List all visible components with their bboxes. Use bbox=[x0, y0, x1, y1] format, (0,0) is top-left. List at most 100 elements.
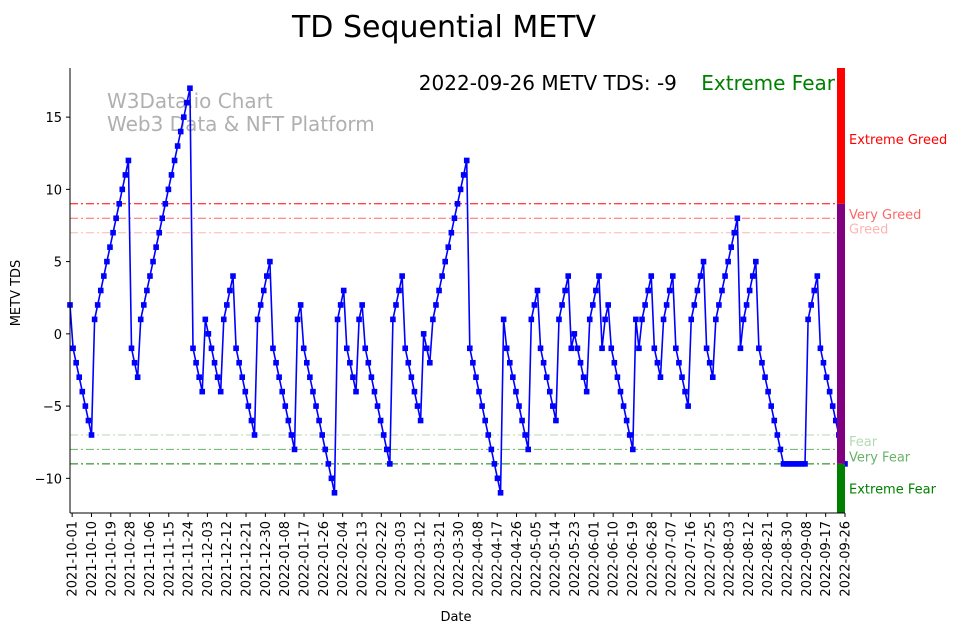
data-point-184 bbox=[633, 316, 639, 323]
data-point-19 bbox=[125, 157, 132, 164]
data-point-148 bbox=[522, 432, 528, 438]
data-point-125 bbox=[451, 215, 458, 222]
data-point-126 bbox=[454, 201, 461, 207]
data-point-245 bbox=[820, 359, 827, 366]
y-tick-label-1: 10 bbox=[45, 183, 62, 198]
data-point-94 bbox=[356, 316, 362, 323]
data-point-11 bbox=[101, 273, 107, 279]
data-point-60 bbox=[251, 432, 258, 438]
data-point-79 bbox=[310, 388, 316, 395]
data-point-68 bbox=[276, 374, 282, 380]
data-point-153 bbox=[537, 345, 544, 352]
x-tick-label-12: 2022-01-17 bbox=[298, 521, 313, 597]
data-point-88 bbox=[337, 302, 344, 308]
data-point-99 bbox=[371, 388, 378, 395]
x-tick-label-26: 2022-05-23 bbox=[568, 521, 583, 597]
data-point-86 bbox=[331, 489, 338, 496]
x-axis: 2021-10-01 2021-10-10 2021-10-19 2021-10-28… bbox=[66, 512, 854, 597]
data-point-137 bbox=[488, 446, 495, 453]
data-point-77 bbox=[304, 359, 310, 366]
zone-label-3: Fear bbox=[849, 435, 878, 450]
data-point-175 bbox=[605, 302, 611, 308]
data-point-144 bbox=[510, 374, 516, 380]
data-point-191 bbox=[654, 359, 661, 366]
data-point-190 bbox=[651, 345, 658, 352]
data-point-112 bbox=[411, 388, 418, 395]
data-point-49 bbox=[217, 388, 224, 395]
data-point-162 bbox=[565, 273, 572, 279]
x-tick-label-16: 2022-02-22 bbox=[375, 521, 390, 597]
data-point-234 bbox=[786, 461, 793, 467]
data-point-83 bbox=[322, 446, 329, 453]
data-point-117 bbox=[427, 359, 433, 366]
data-point-80 bbox=[313, 403, 319, 409]
data-point-59 bbox=[248, 417, 255, 424]
data-point-53 bbox=[230, 273, 236, 279]
data-point-50 bbox=[220, 316, 227, 323]
x-tick-label-36: 2022-08-21 bbox=[761, 521, 776, 597]
x-tick-label-22: 2022-04-17 bbox=[491, 521, 506, 597]
data-point-6 bbox=[85, 417, 92, 424]
x-tick-label-15: 2022-02-13 bbox=[355, 521, 370, 597]
data-point-170 bbox=[590, 302, 596, 308]
data-point-114 bbox=[417, 417, 424, 424]
y-tick-label-0: 15 bbox=[45, 111, 62, 126]
data-point-180 bbox=[620, 403, 627, 409]
data-point-14 bbox=[110, 229, 116, 236]
data-point-87 bbox=[334, 316, 341, 323]
data-point-157 bbox=[550, 403, 556, 409]
data-point-140 bbox=[497, 489, 504, 496]
latest-sentiment-label: Extreme Fear bbox=[701, 71, 836, 95]
x-tick-label-32: 2022-07-16 bbox=[684, 521, 699, 597]
data-point-35 bbox=[174, 143, 181, 149]
sentiment-bar bbox=[837, 68, 845, 513]
data-point-75 bbox=[297, 302, 304, 308]
data-point-249 bbox=[832, 417, 839, 424]
data-point-100 bbox=[374, 403, 381, 409]
data-point-45 bbox=[205, 331, 212, 337]
data-point-185 bbox=[636, 345, 642, 352]
data-point-84 bbox=[325, 461, 332, 467]
data-point-24 bbox=[141, 302, 147, 308]
data-point-27 bbox=[150, 258, 156, 265]
data-point-193 bbox=[660, 316, 667, 323]
data-point-17 bbox=[119, 186, 126, 193]
data-point-187 bbox=[642, 302, 648, 308]
data-point-7 bbox=[88, 432, 95, 438]
data-point-224 bbox=[756, 345, 762, 352]
x-tick-label-35: 2022-08-12 bbox=[742, 521, 757, 597]
data-point-13 bbox=[107, 244, 113, 250]
data-point-55 bbox=[236, 359, 242, 366]
x-tick-label-25: 2022-05-14 bbox=[549, 521, 564, 597]
x-tick-label-1: 2021-10-10 bbox=[85, 521, 100, 597]
x-tick-label-38: 2022-09-08 bbox=[800, 521, 815, 597]
zone-label-5: Extreme Fear bbox=[849, 482, 937, 497]
data-point-44 bbox=[202, 316, 209, 323]
data-point-202 bbox=[688, 316, 695, 323]
data-point-64 bbox=[264, 273, 270, 279]
x-tick-label-23: 2022-04-26 bbox=[510, 521, 525, 597]
data-point-146 bbox=[516, 403, 522, 409]
data-point-66 bbox=[270, 345, 276, 352]
data-point-82 bbox=[319, 432, 325, 438]
zone-label-0: Extreme Greed bbox=[849, 133, 947, 148]
data-point-108 bbox=[399, 273, 405, 279]
data-point-143 bbox=[506, 359, 513, 366]
data-point-46 bbox=[208, 345, 215, 352]
x-tick-label-30: 2022-06-28 bbox=[645, 521, 660, 597]
x-tick-label-7: 2021-12-03 bbox=[201, 521, 216, 597]
data-point-115 bbox=[420, 331, 427, 337]
x-tick-label-4: 2021-11-06 bbox=[143, 521, 158, 597]
data-point-204 bbox=[694, 287, 701, 294]
data-point-155 bbox=[543, 374, 550, 380]
data-point-205 bbox=[697, 273, 704, 279]
data-point-12 bbox=[104, 258, 110, 265]
data-point-231 bbox=[777, 446, 784, 453]
data-point-174 bbox=[602, 316, 608, 323]
data-point-135 bbox=[482, 417, 488, 424]
x-tick-label-28: 2022-06-10 bbox=[607, 521, 622, 597]
data-point-116 bbox=[423, 345, 430, 352]
data-point-65 bbox=[267, 258, 273, 265]
data-point-182 bbox=[626, 432, 633, 438]
data-point-228 bbox=[768, 403, 774, 409]
